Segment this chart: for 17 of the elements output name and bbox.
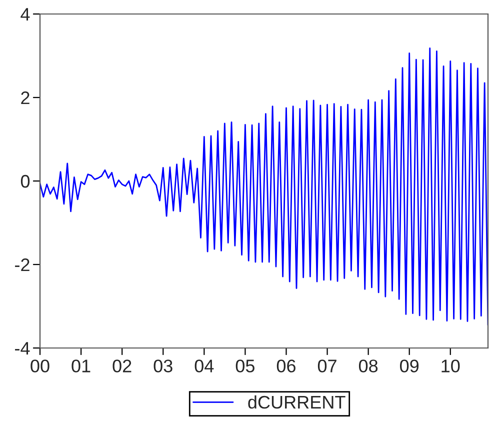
x-tick-label: 06 [276,360,296,372]
x-tick-label: 07 [318,360,336,372]
y-tick-label: -4 [15,342,30,355]
x-tick-label: 02 [112,360,132,372]
x-tick-label: 00 [30,360,50,372]
y-tick-label: 2 [21,91,30,104]
legend-label: dCURRENT [248,395,346,409]
y-tick-label: 4 [20,8,30,21]
x-tick-label: 09 [400,360,419,372]
x-tick-label: 04 [194,360,214,372]
x-tick-label: 05 [236,360,254,372]
x-tick-label: 03 [154,360,172,372]
x-tick-label: 01 [72,360,90,372]
y-tick-label: -2 [15,258,30,272]
y-tick-label: 0 [20,174,30,188]
x-tick-label: 08 [358,360,378,372]
x-tick-label: 10 [442,360,460,372]
